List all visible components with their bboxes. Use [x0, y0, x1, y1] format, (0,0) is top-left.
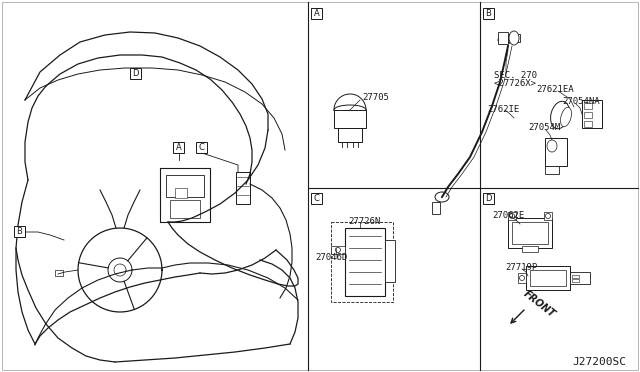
- Bar: [173, 142, 184, 153]
- Bar: [508, 212, 516, 220]
- Bar: [572, 279, 579, 282]
- Ellipse shape: [547, 140, 557, 152]
- Bar: [508, 34, 520, 42]
- Bar: [338, 128, 362, 142]
- Text: 2762IE: 2762IE: [487, 106, 519, 115]
- Text: 27621EA: 27621EA: [536, 86, 573, 94]
- Ellipse shape: [509, 31, 519, 45]
- Bar: [518, 273, 526, 283]
- Bar: [512, 222, 548, 244]
- Bar: [526, 266, 570, 290]
- Bar: [331, 222, 393, 302]
- Ellipse shape: [435, 192, 449, 202]
- Bar: [572, 275, 579, 278]
- Ellipse shape: [550, 101, 570, 129]
- Bar: [331, 246, 345, 254]
- Bar: [582, 100, 602, 128]
- Ellipse shape: [561, 107, 572, 127]
- Ellipse shape: [498, 36, 512, 44]
- Bar: [166, 175, 204, 197]
- Bar: [311, 8, 322, 19]
- Bar: [236, 172, 250, 204]
- Bar: [334, 110, 366, 128]
- Bar: [385, 240, 395, 282]
- Bar: [14, 226, 25, 237]
- Text: D: D: [132, 69, 139, 78]
- Text: 27719P: 27719P: [505, 263, 537, 273]
- Text: A: A: [314, 9, 319, 18]
- Text: A: A: [175, 143, 181, 152]
- Bar: [345, 228, 385, 296]
- Bar: [175, 188, 187, 198]
- Text: SEC. 270: SEC. 270: [494, 71, 537, 80]
- Text: B: B: [486, 9, 492, 18]
- Ellipse shape: [334, 105, 366, 115]
- Text: 27054NA: 27054NA: [562, 97, 600, 106]
- Bar: [545, 138, 567, 166]
- Bar: [522, 246, 538, 252]
- Bar: [483, 193, 494, 204]
- Bar: [570, 272, 590, 284]
- Bar: [432, 202, 440, 214]
- Bar: [508, 218, 552, 248]
- Text: D: D: [485, 194, 492, 203]
- Bar: [544, 212, 552, 220]
- Bar: [584, 112, 592, 118]
- Bar: [311, 193, 322, 204]
- Bar: [530, 270, 566, 286]
- Text: 27046D: 27046D: [315, 253, 348, 263]
- Text: 27705: 27705: [362, 93, 389, 103]
- Text: 27054M: 27054M: [528, 124, 560, 132]
- Text: <27726X>: <27726X>: [494, 80, 537, 89]
- Bar: [584, 103, 592, 109]
- Text: 27726N: 27726N: [348, 218, 380, 227]
- Text: 27062E: 27062E: [492, 211, 524, 219]
- Bar: [130, 68, 141, 79]
- Bar: [498, 32, 508, 44]
- Bar: [545, 166, 559, 174]
- Bar: [170, 200, 200, 218]
- Text: C: C: [198, 143, 204, 152]
- Text: J27200SC: J27200SC: [572, 357, 626, 367]
- Bar: [196, 142, 207, 153]
- Bar: [584, 121, 592, 127]
- Bar: [55, 270, 63, 276]
- Text: FRONT: FRONT: [522, 289, 557, 320]
- Text: B: B: [17, 227, 22, 236]
- Bar: [483, 8, 494, 19]
- Text: C: C: [314, 194, 319, 203]
